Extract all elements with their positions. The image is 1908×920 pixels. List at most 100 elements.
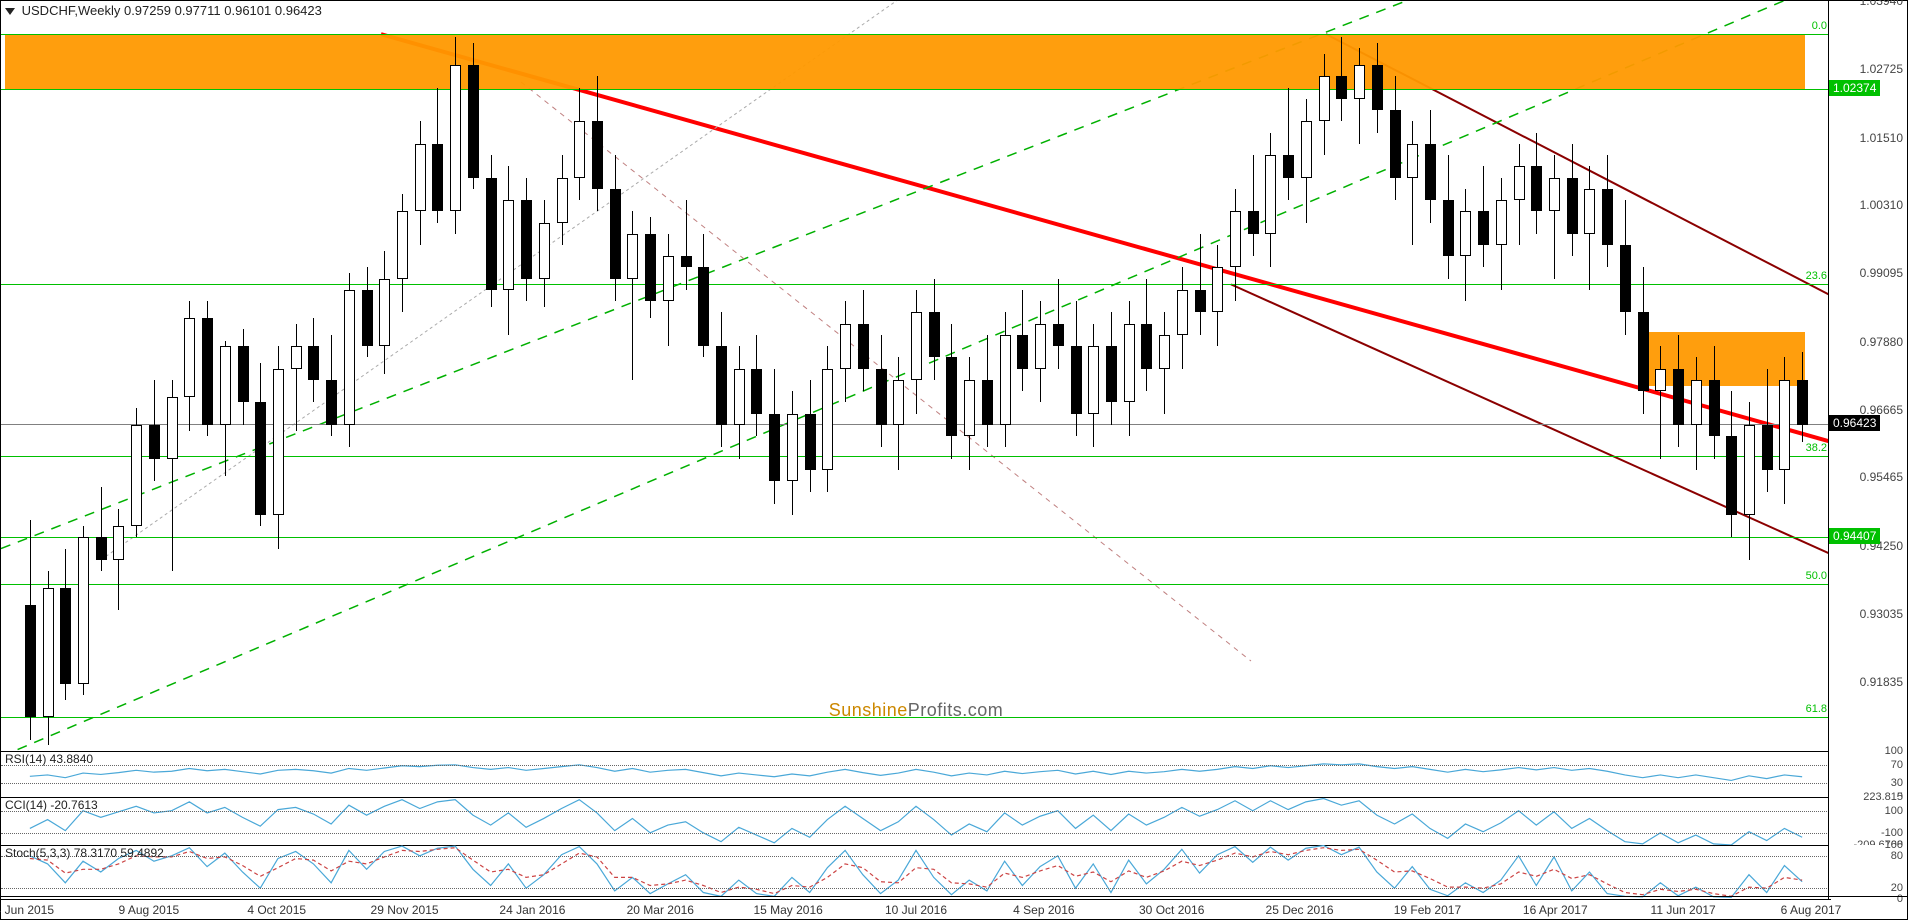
candle [136, 408, 137, 537]
y-tick: 0.93035 [1860, 607, 1903, 621]
x-tick: 14 Jun 2015 [0, 903, 54, 917]
candle [1465, 189, 1466, 301]
candle [1483, 166, 1484, 267]
candle [172, 380, 173, 571]
candle [1058, 279, 1059, 369]
candle [1005, 312, 1006, 447]
candle [579, 88, 580, 200]
candle [1714, 346, 1715, 458]
candle [118, 509, 119, 610]
candle [83, 526, 84, 695]
candle [1784, 357, 1785, 503]
candle [1270, 133, 1271, 268]
ohlc-l: 0.96101 [224, 3, 271, 18]
x-tick: 11 Jun 2017 [1651, 903, 1716, 917]
price-tag: 0.94407 [1829, 528, 1880, 544]
candle [349, 273, 350, 447]
candle [243, 329, 244, 425]
x-tick: 30 Oct 2016 [1139, 903, 1204, 917]
rsi-line [1, 751, 1831, 797]
y-tick: 1.03940 [1860, 0, 1903, 8]
candle [1341, 37, 1342, 121]
candle [1022, 290, 1023, 391]
candle [1536, 133, 1537, 234]
horizontal-level [1, 284, 1831, 285]
candle [703, 234, 704, 358]
candle [1359, 48, 1360, 144]
candle [1554, 155, 1555, 279]
resistance-zone [5, 34, 1805, 90]
ind-tick: 223.815 [1863, 791, 1903, 803]
candle [313, 318, 314, 402]
y-tick: 0.97880 [1860, 335, 1903, 349]
ohlc-c: 0.96423 [275, 3, 322, 18]
x-tick: 10 Jul 2016 [885, 903, 947, 917]
candle [615, 155, 616, 301]
candle [437, 88, 438, 223]
candle [331, 335, 332, 436]
candle [420, 121, 421, 245]
ind-level [1, 888, 1831, 889]
y-tick: 0.91835 [1860, 675, 1903, 689]
x-tick: 16 Apr 2017 [1523, 903, 1588, 917]
candle [721, 312, 722, 447]
ind-tick: 80 [1891, 850, 1903, 862]
rsi-label: RSI(14) 43.8840 [5, 752, 93, 766]
y-tick: 1.01510 [1860, 131, 1903, 145]
candle [544, 200, 545, 307]
candle [207, 301, 208, 436]
x-axis: 14 Jun 20159 Aug 20154 Oct 201529 Nov 20… [1, 896, 1908, 919]
price-panel[interactable]: USDCHF,Weekly 0.97259 0.97711 0.96101 0.… [1, 1, 1831, 752]
candle [278, 346, 279, 548]
candle [1182, 267, 1183, 368]
candle [951, 324, 952, 459]
candle [1767, 369, 1768, 493]
horizontal-level [1, 89, 1831, 90]
candle [650, 217, 651, 318]
candle [1749, 402, 1750, 559]
candle [987, 335, 988, 447]
candle [774, 369, 775, 504]
stoch-panel[interactable]: Stoch(5,3,3) 78.3170 59.4892 [1, 845, 1831, 900]
candle [1164, 312, 1165, 413]
x-tick: 15 May 2016 [753, 903, 822, 917]
candle [48, 571, 49, 745]
dropdown-icon[interactable] [5, 8, 15, 15]
candle [1802, 352, 1803, 442]
ind-tick: 100 [1885, 745, 1903, 757]
candle [1643, 267, 1644, 413]
symbol: USDCHF,Weekly [22, 3, 121, 18]
candle [367, 267, 368, 357]
candle [1501, 178, 1502, 290]
candle [491, 155, 492, 307]
candle [934, 279, 935, 380]
candle [916, 290, 917, 414]
rsi-panel[interactable]: RSI(14) 43.8840 [1, 751, 1831, 798]
candle [898, 357, 899, 469]
horizontal-level [1, 34, 1831, 35]
stoch-y-axis: 10080200 [1828, 845, 1907, 899]
candle [473, 43, 474, 189]
cci-y-axis: 223.815100-100-209.6768 [1828, 797, 1907, 845]
watermark: SunshineProfits.com [829, 700, 1004, 721]
ind-level [1, 783, 1831, 784]
candle [827, 346, 828, 492]
chart-title: USDCHF,Weekly 0.97259 0.97711 0.96101 0.… [5, 3, 322, 18]
candle [632, 211, 633, 380]
candle [1448, 155, 1449, 279]
candle [1146, 279, 1147, 391]
candle [1076, 301, 1077, 436]
candle [1731, 391, 1732, 537]
candle [508, 166, 509, 335]
stoch-line [1, 845, 1831, 899]
candle [1696, 357, 1697, 469]
candle [526, 178, 527, 302]
candle [1572, 144, 1573, 256]
candle [597, 76, 598, 211]
candle [1625, 200, 1626, 335]
cci-label: CCI(14) -20.7613 [5, 798, 98, 812]
cci-panel[interactable]: CCI(14) -20.7613 [1, 797, 1831, 846]
candle [225, 341, 226, 476]
candle [969, 357, 970, 469]
ind-level [1, 765, 1831, 766]
